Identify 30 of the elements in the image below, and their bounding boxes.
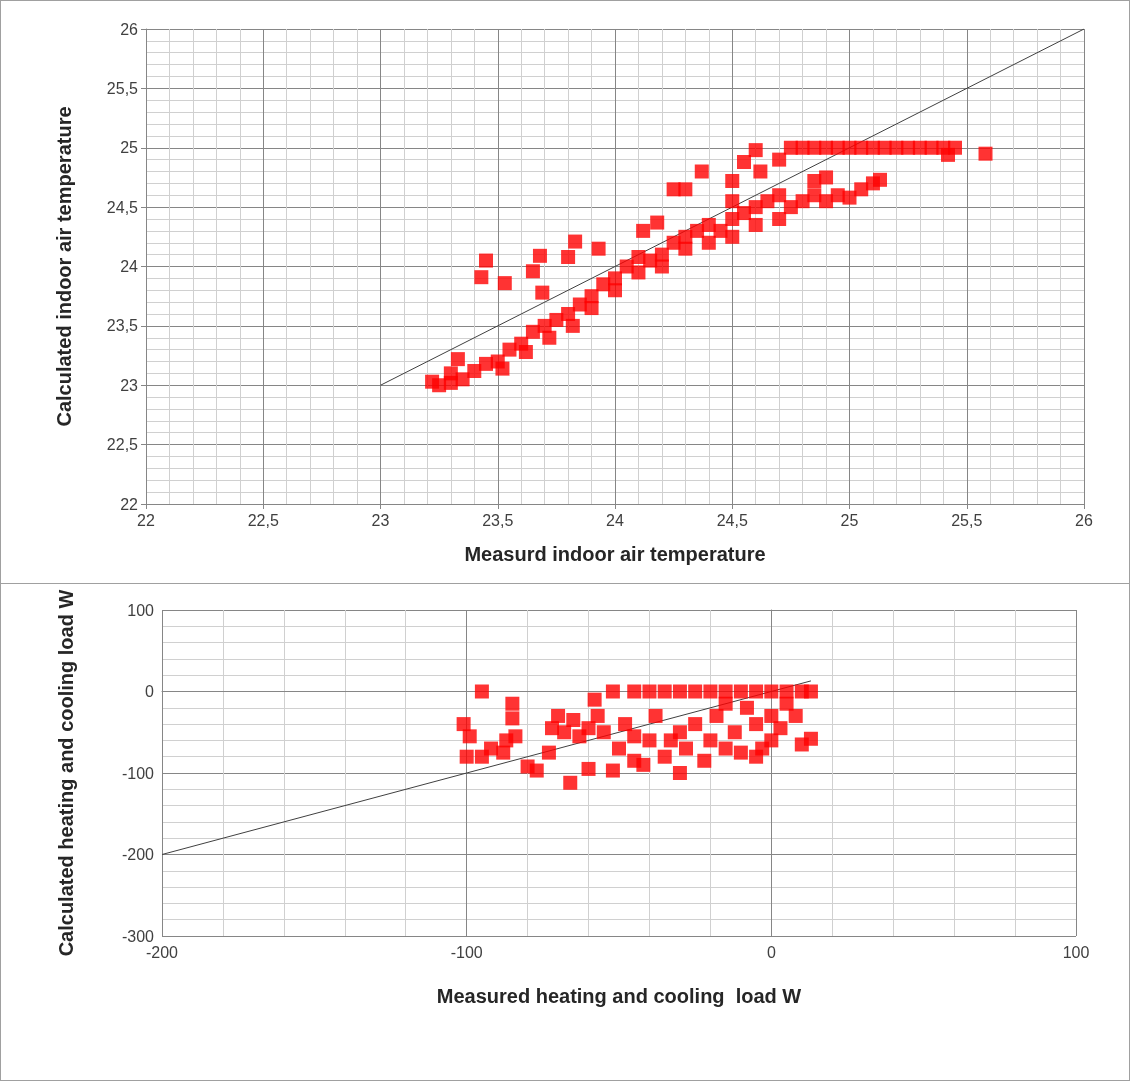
- y-tick-label: -100: [121, 764, 155, 782]
- y-tick-label: 0: [145, 683, 155, 700]
- x-tick-label: 25,5: [951, 511, 983, 529]
- x-tick-label: 0: [766, 943, 776, 961]
- x-tick-label: 25: [840, 511, 859, 529]
- y-tick-label: 25,5: [106, 79, 139, 97]
- y-tick-label: 100: [127, 601, 155, 619]
- y-tick-label: 23,5: [106, 317, 139, 335]
- x-tick-label: 23: [371, 511, 390, 529]
- x-tick-label: -200: [145, 943, 179, 961]
- x-tick-label: 24: [606, 511, 624, 529]
- y-axis-title: Calculated heating and cooling load W: [55, 589, 77, 957]
- x-tick-label: -100: [450, 943, 483, 961]
- x-tick-label: 26: [1075, 511, 1093, 529]
- y-tick-label: 24: [120, 258, 139, 275]
- y-tick-label: 22,5: [106, 436, 139, 454]
- y-tick-label: -200: [121, 846, 155, 863]
- x-tick-label: 100: [1062, 943, 1090, 961]
- x-axis-title: Measurd indoor air temperature: [464, 543, 766, 565]
- y-tick-label: 26: [120, 20, 139, 38]
- x-tick-label: 22,5: [247, 511, 279, 529]
- x-tick-label: 23,5: [482, 511, 514, 529]
- y-tick-label: -300: [121, 927, 155, 945]
- x-tick-label: 24,5: [716, 511, 748, 529]
- y-axis-title: Calculated indoor air temperature: [53, 106, 75, 427]
- y-tick-label: 24,5: [106, 198, 139, 216]
- y-tick-label: 23: [120, 376, 139, 394]
- x-axis-title: Measured heating and cooling load W: [436, 985, 802, 1007]
- y-tick-label: 22: [120, 495, 139, 513]
- y-tick-label: 25: [120, 139, 139, 157]
